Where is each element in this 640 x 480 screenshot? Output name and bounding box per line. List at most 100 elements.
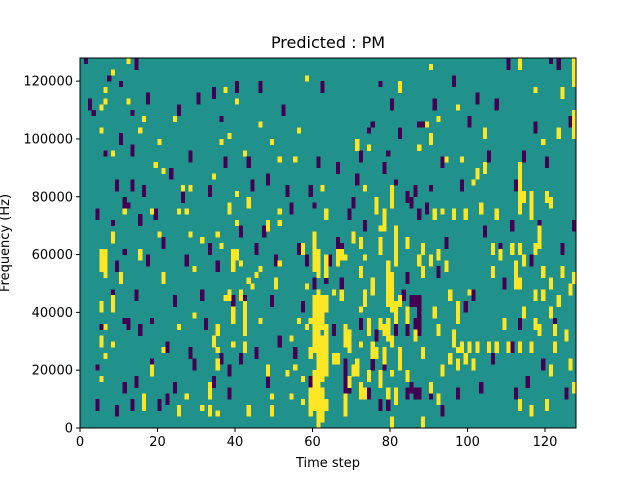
heatmap-cell-high [455, 312, 461, 319]
heatmap-cell-low [227, 393, 232, 400]
heatmap-cell-high [382, 323, 387, 331]
heatmap-cell-high [572, 133, 577, 140]
heatmap-cell-high [548, 306, 554, 313]
heatmap-cell-low [455, 393, 461, 400]
heatmap-cell-low [312, 277, 317, 284]
heatmap-cell-high [316, 260, 321, 267]
heatmap-cell-high [184, 208, 189, 215]
heatmap-cell-high [421, 352, 426, 359]
heatmap-cell-low [300, 306, 306, 313]
heatmap-cell-low [405, 196, 410, 203]
heatmap-cell-high [231, 260, 236, 267]
heatmap-cell-high [355, 358, 360, 365]
heatmap-cell-low [281, 110, 286, 117]
heatmap-cell-high [324, 370, 329, 377]
heatmap-cell-low [413, 393, 418, 400]
heatmap-cell-high [316, 289, 321, 296]
heatmap-cell-low [568, 121, 573, 128]
heatmap-cell-low [138, 219, 143, 226]
heatmap-cell-low [533, 121, 538, 128]
heatmap-cell-high [390, 422, 395, 429]
heatmap-cell-high [405, 237, 410, 244]
heatmap-cell-high [235, 248, 240, 255]
heatmap-cell-low [339, 283, 344, 290]
heatmap-cell-high [312, 399, 317, 406]
heatmap-cell-high [289, 393, 294, 400]
heatmap-cell-low [556, 63, 561, 70]
heatmap-cell-high [312, 381, 317, 388]
heatmap-cell-high [242, 312, 247, 319]
heatmap-cell-high [111, 237, 116, 244]
heatmap-cell-low [134, 295, 139, 302]
heatmap-cell-high [448, 358, 453, 365]
y-tick-label: 80000 [32, 190, 73, 205]
heatmap-cell-low [366, 393, 371, 400]
heatmap-cell-low [331, 323, 337, 331]
heatmap-cell-high [370, 347, 375, 354]
heatmap-cell-high [359, 381, 364, 388]
heatmap-cell-high [471, 179, 476, 186]
y-axis-label: Frequency (Hz) [0, 194, 13, 292]
heatmap-cell-high [444, 266, 449, 273]
heatmap-cell-high [339, 295, 344, 302]
heatmap-cell-high [378, 323, 383, 331]
heatmap-cell-high [161, 167, 166, 174]
heatmap-cell-high [266, 370, 271, 377]
heatmap-cell-high [537, 323, 542, 331]
heatmap-cell-low [417, 214, 422, 221]
heatmap-cell-high [421, 243, 426, 250]
heatmap-cell-high [242, 323, 247, 331]
heatmap-cell-high [537, 243, 542, 250]
heatmap-cell-low [142, 185, 147, 192]
heatmap-cell-high [421, 416, 426, 423]
heatmap-cell-high [393, 248, 399, 255]
heatmap-cell-high [424, 121, 430, 128]
heatmap-cell-high [545, 399, 550, 406]
heatmap-cell-high [297, 127, 302, 134]
heatmap-cell-high [517, 283, 523, 290]
heatmap-cell-low [277, 341, 282, 348]
heatmap-cell-high [324, 352, 329, 359]
heatmap-cell-high [347, 381, 352, 388]
heatmap-cell-high [246, 202, 251, 209]
heatmap-cell-high [533, 248, 538, 255]
heatmap-cell-high [308, 404, 313, 411]
heatmap-cell-low [308, 375, 313, 383]
heatmap-cell-high [215, 410, 220, 417]
heatmap-cell-high [142, 115, 147, 122]
heatmap-cell-low [366, 127, 371, 134]
heatmap-cell-high [351, 237, 356, 244]
heatmap-cell-high [227, 208, 232, 215]
heatmap-cell-high [483, 133, 488, 140]
heatmap-cell-high [517, 248, 523, 255]
heatmap-cell-high [390, 185, 395, 192]
heatmap-cell-low [320, 86, 325, 93]
heatmap-cell-high [312, 347, 317, 354]
heatmap-cell-low [196, 98, 201, 105]
heatmap-cell-low [506, 63, 511, 70]
heatmap-cell-high [366, 370, 371, 377]
heatmap-cell-high [548, 370, 554, 377]
heatmap-cell-high [421, 347, 426, 354]
heatmap-cell-high [238, 260, 244, 267]
heatmap-cell-low [552, 318, 557, 325]
heatmap-cell-high [517, 341, 523, 348]
heatmap-cell-high [393, 260, 399, 267]
heatmap-cell-low [440, 410, 445, 417]
heatmap-cell-high [355, 144, 360, 151]
heatmap-cell-high [300, 243, 306, 250]
heatmap-cell-high [103, 254, 108, 261]
heatmap-cell-high [440, 370, 445, 377]
heatmap-cell-high [521, 260, 526, 267]
heatmap-cell-high [343, 399, 348, 406]
heatmap-cell-low [192, 358, 197, 365]
heatmap-cell-high [99, 266, 104, 273]
heatmap-cell-low [165, 347, 170, 354]
heatmap-cell-high [320, 404, 325, 411]
heatmap-cell-high [486, 341, 492, 348]
heatmap-cell-low [165, 399, 170, 406]
heatmap-cell-low [548, 58, 554, 65]
heatmap-cell-low [266, 179, 271, 186]
heatmap-cell-high [343, 410, 348, 417]
heatmap-cell-low [417, 300, 422, 307]
